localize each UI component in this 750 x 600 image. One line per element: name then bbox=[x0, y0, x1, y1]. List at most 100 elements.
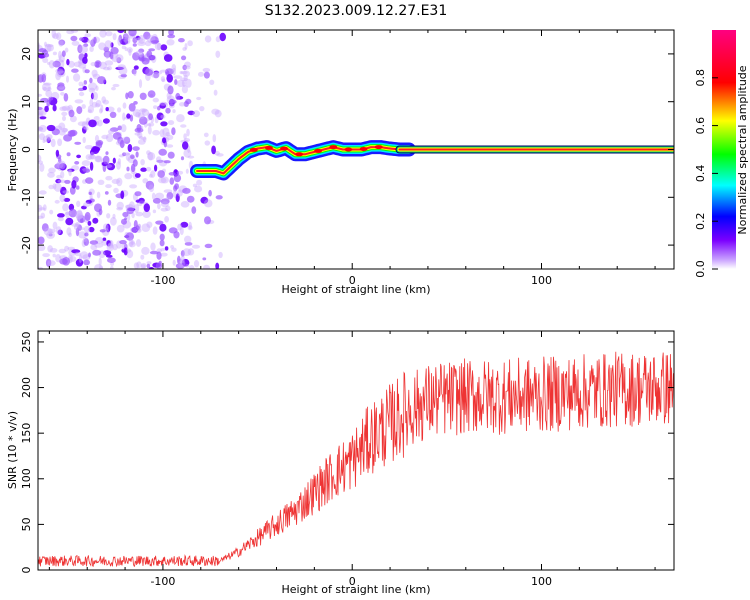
spectral-noise-blob bbox=[127, 144, 133, 152]
spectral-noise-blob bbox=[90, 244, 98, 251]
spectral-noise-blob bbox=[178, 259, 186, 268]
x-tick-label: 100 bbox=[531, 575, 552, 588]
spectral-noise-blob bbox=[58, 39, 66, 46]
spectral-noise-blob bbox=[215, 36, 221, 43]
colorbar-tick-label: 0.4 bbox=[694, 165, 707, 183]
spectral-noise-blob bbox=[171, 64, 177, 72]
spectral-noise-blob bbox=[168, 120, 175, 126]
spectral-noise-blob bbox=[61, 60, 65, 68]
spectral-noise-blob bbox=[167, 85, 174, 95]
spectral-noise-blob bbox=[176, 79, 185, 88]
spectral-noise-blob bbox=[185, 264, 190, 268]
spectral-noise-blob bbox=[102, 155, 110, 165]
spectral-noise-blob bbox=[130, 227, 137, 233]
spectral-noise-blob bbox=[38, 215, 44, 219]
spectral-noise-blob bbox=[184, 43, 188, 50]
spectral-noise-blob bbox=[81, 160, 91, 167]
spectral-noise-blob bbox=[157, 177, 167, 184]
spectral-noise-blob bbox=[215, 50, 221, 58]
spectral-noise-blob bbox=[38, 110, 44, 116]
spectral-noise-blob bbox=[88, 226, 95, 233]
spectral-noise-blob bbox=[73, 73, 81, 82]
y-tick-label: 0 bbox=[20, 146, 33, 153]
spectral-noise-blob bbox=[67, 169, 73, 173]
spectral-noise-blob bbox=[75, 210, 84, 220]
spectral-noise-blob bbox=[180, 250, 185, 257]
spectral-noise-blob bbox=[180, 254, 185, 264]
spectral-noise-blob bbox=[158, 148, 167, 156]
spectral-noise-blob bbox=[55, 226, 62, 235]
spectral-noise-blob bbox=[106, 162, 116, 171]
snr-series bbox=[38, 351, 674, 568]
spectral-noise-blob bbox=[132, 43, 137, 47]
spectral-noise-blob bbox=[38, 126, 44, 132]
spectral-noise-blob bbox=[38, 106, 43, 111]
spectral-noise-blob bbox=[41, 223, 49, 232]
spectrogram-ridge bbox=[190, 140, 674, 181]
spectral-noise-blob bbox=[160, 76, 165, 82]
colorbar-label: Normalized spectral amplitude bbox=[736, 65, 749, 234]
spectral-noise-blob bbox=[131, 68, 137, 75]
spectral-noise-blob bbox=[159, 101, 167, 106]
spectral-noise-blob bbox=[138, 35, 146, 44]
spectral-noise-blob bbox=[167, 34, 176, 39]
spectral-noise-blob bbox=[76, 214, 83, 220]
spectral-noise-blob bbox=[123, 247, 128, 256]
spectral-noise-blob bbox=[66, 58, 70, 66]
spectral-noise-blob bbox=[161, 201, 169, 208]
spectral-noise-blob bbox=[125, 232, 134, 241]
spectral-noise-blob bbox=[104, 191, 109, 195]
spectral-noise-blob bbox=[88, 191, 92, 195]
spectral-noise-blob bbox=[103, 223, 109, 231]
spectral-noise-blob bbox=[187, 40, 193, 47]
spectral-noise-blob bbox=[109, 111, 117, 119]
spectral-noise-blob bbox=[81, 121, 88, 130]
spectral-noise-blob bbox=[66, 30, 75, 35]
spectral-noise-blob bbox=[122, 112, 126, 121]
spectral-noise-blob bbox=[62, 257, 70, 266]
spectral-noise-blob bbox=[138, 51, 143, 58]
spectral-noise-blob bbox=[159, 223, 167, 232]
spectral-noise-blob bbox=[64, 179, 71, 184]
spectral-noise-blob bbox=[99, 229, 106, 233]
spectral-noise-blob bbox=[97, 76, 106, 85]
spectral-noise-blob bbox=[150, 170, 156, 178]
spectral-noise-blob bbox=[95, 155, 103, 163]
spectral-noise-blob bbox=[84, 33, 92, 38]
spectral-noise-blob bbox=[141, 57, 150, 65]
spectral-noise-blob bbox=[152, 226, 158, 235]
spectral-noise-blob bbox=[107, 257, 116, 264]
spectral-noise-blob bbox=[77, 44, 83, 54]
spectral-noise-blob bbox=[55, 149, 60, 157]
spectral-noise-blob bbox=[128, 30, 137, 37]
spectral-noise-blob bbox=[58, 130, 66, 136]
spectral-noise-blob bbox=[89, 77, 93, 84]
spectral-noise-blob bbox=[157, 202, 161, 210]
spectral-noise-blob bbox=[42, 86, 48, 91]
spectral-noise-blob bbox=[39, 163, 45, 172]
spectral-noise-blob bbox=[192, 183, 198, 188]
spectral-noise-blob bbox=[68, 169, 72, 177]
spectral-noise-blob bbox=[126, 249, 134, 259]
spectral-noise-blob bbox=[135, 239, 142, 247]
spectral-noise-blob bbox=[140, 159, 145, 166]
spectral-noise-blob bbox=[166, 191, 174, 200]
spectral-noise-blob bbox=[203, 132, 209, 138]
spectral-noise-blob bbox=[181, 79, 187, 88]
ridge-peak bbox=[359, 147, 368, 151]
spectral-noise-blob bbox=[57, 213, 65, 218]
spectral-noise-blob bbox=[81, 104, 86, 109]
spectral-noise-blob bbox=[38, 244, 46, 251]
spectral-noise-blob bbox=[71, 40, 80, 46]
spectral-noise-blob bbox=[163, 54, 173, 62]
spectral-noise-blob bbox=[89, 161, 94, 171]
colorbar-tick-label: 0.0 bbox=[694, 260, 707, 278]
spectral-noise-blob bbox=[75, 227, 80, 237]
spectral-noise-blob bbox=[157, 105, 161, 111]
spectral-noise-blob bbox=[38, 207, 46, 211]
spectral-noise-blob bbox=[180, 124, 187, 128]
spectral-noise-blob bbox=[112, 83, 120, 88]
spectral-noise-blob bbox=[160, 207, 168, 212]
